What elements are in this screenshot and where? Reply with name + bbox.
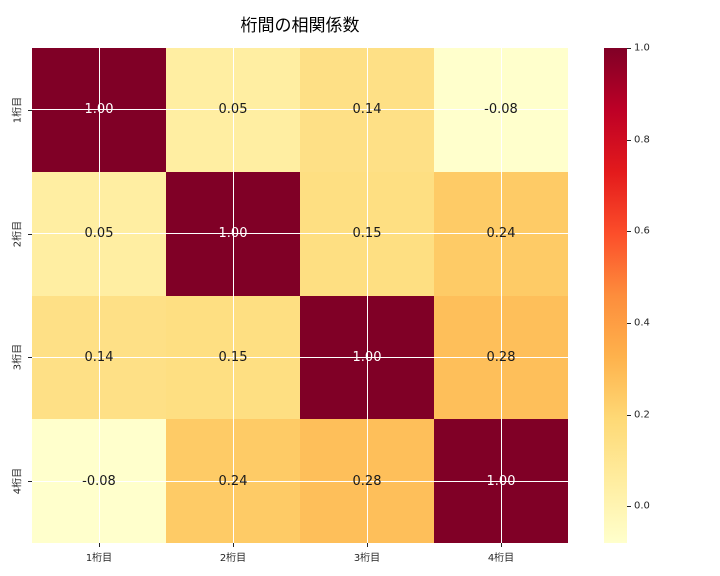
x-tick-label-4: 4桁目	[487, 553, 515, 564]
x-tick-mark	[99, 543, 100, 547]
colorbar-tick-mark	[627, 506, 631, 508]
heatmap-cell-r2c4	[434, 171, 568, 296]
colorbar-tick-label-1: 1.0	[634, 42, 650, 54]
heatmap-cell-r1c1	[32, 48, 166, 172]
colorbar-tick-label-2: 0.8	[634, 134, 650, 146]
colorbar-tick-label-6: 0.0	[634, 500, 650, 512]
colorbar	[604, 48, 627, 543]
colorbar-tick-label-5: 0.2	[634, 409, 650, 421]
heatmap-cell-r1c4	[434, 48, 568, 172]
colorbar-tick-mark	[627, 48, 631, 49]
x-tick-mark	[367, 543, 368, 547]
y-tick-label-2: 2桁目	[12, 220, 24, 247]
colorbar-tick-label-3: 0.6	[634, 225, 650, 237]
x-tick-label-3: 3桁目	[353, 553, 381, 564]
y-tick-label-4: 4桁目	[12, 467, 24, 495]
colorbar-tick-mark	[627, 231, 631, 233]
y-tick-mark	[28, 109, 32, 111]
plot-area: 1.00 0.05 0.14 -0.08 0.05 1.00 0.15 0.24 0.14 0.1…	[32, 48, 568, 543]
heatmap-cell-r4c3	[300, 419, 434, 543]
colorbar-ticks: 1.0 0.8 0.6 0.4 0.2 0.0	[627, 43, 687, 543]
colorbar-tick-mark	[627, 139, 631, 141]
heatmap-cell-r4c2	[166, 419, 300, 543]
x-tick-label-2: 2桁目	[219, 553, 247, 564]
heatmap-cell-r3c1	[32, 295, 166, 420]
heatmap-cell-r2c3	[300, 171, 434, 296]
heatmap-cell-r3c4	[434, 295, 568, 420]
colorbar-tick-mark	[627, 414, 631, 416]
x-tick-label-1: 1桁目	[85, 553, 113, 564]
y-tick-mark	[28, 233, 32, 235]
x-tick-mark	[501, 543, 502, 547]
heatmap-cell-r1c2	[166, 48, 300, 172]
colorbar-tick-label-4: 0.4	[634, 317, 650, 329]
y-tick-mark	[28, 357, 32, 359]
heatmap-cell-r4c1	[32, 419, 166, 543]
heatmap-cell-r3c3	[300, 295, 434, 420]
y-tick-label-1: 1桁目	[12, 96, 24, 124]
heatmap-cell-r2c2	[166, 171, 300, 296]
y-tick-mark	[28, 481, 32, 483]
heatmap-cell-r4c4	[434, 419, 568, 543]
heatmap-cell-r2c1	[32, 171, 166, 296]
heatmap-cell-r3c2	[166, 295, 300, 420]
colorbar-tick-mark	[627, 323, 631, 324]
heatmap-grid	[32, 48, 568, 543]
heatmap-cell-r1c3	[300, 48, 434, 172]
chart-title: 桁間の相関係数	[240, 16, 360, 36]
y-tick-label-3: 3桁目	[12, 344, 24, 371]
x-tick-mark	[233, 543, 234, 547]
